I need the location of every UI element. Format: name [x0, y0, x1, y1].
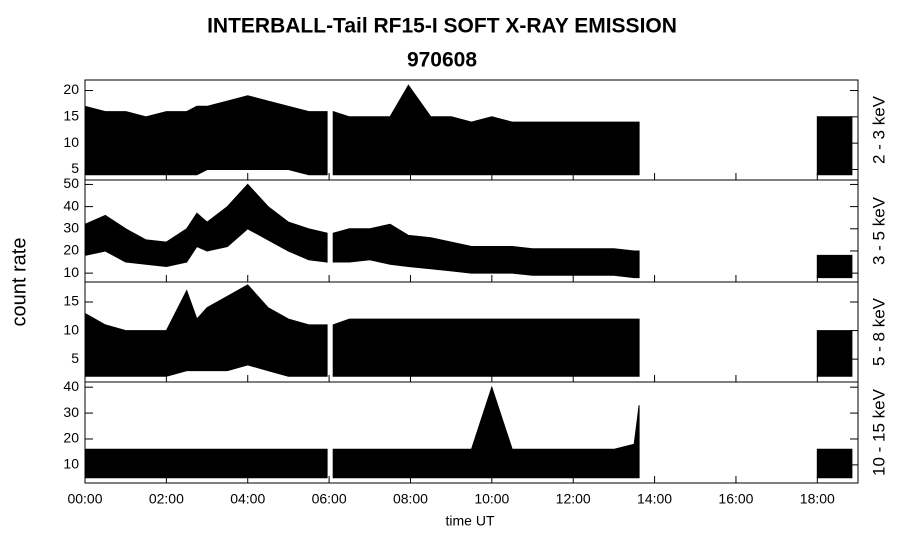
y-tick-label: 30 [63, 404, 79, 420]
x-tick-label: 18:00 [800, 491, 835, 507]
y-tick-label: 10 [63, 456, 79, 472]
y-tick-label: 5 [71, 350, 79, 366]
panel-frame [84, 381, 859, 484]
x-axis-label: time UT [446, 513, 495, 529]
y-tick-label: 5 [71, 160, 79, 176]
y-tick-label: 15 [63, 108, 79, 124]
x-tick-label: 02:00 [149, 491, 184, 507]
y-tick-label: 10 [63, 134, 79, 150]
x-tick-label: 12:00 [556, 491, 591, 507]
band-fill [84, 448, 328, 479]
y-tick-label: 20 [63, 81, 79, 97]
y-tick-label: 40 [63, 197, 79, 213]
x-tick-label: 14:00 [637, 491, 672, 507]
chart-subtitle: 970608 [407, 49, 477, 72]
y-tick-label: 20 [63, 242, 79, 258]
y-tick-label: 10 [63, 264, 79, 280]
y-tick-label: 10 [63, 321, 79, 337]
x-tick-label: 08:00 [393, 491, 428, 507]
y-tick-label: 15 [63, 293, 79, 309]
panel-label: 3 - 5 keV [869, 196, 888, 265]
panel-label: 5 - 8 keV [869, 297, 888, 366]
y-tick-label: 50 [63, 175, 79, 191]
x-tick-label: 16:00 [718, 491, 753, 507]
band-fill [84, 95, 328, 176]
chart-title: INTERBALL-Tail RF15-I SOFT X-RAY EMISSIO… [207, 15, 677, 38]
x-tick-label: 04:00 [230, 491, 265, 507]
x-tick-label: 10:00 [474, 491, 509, 507]
y-tick-label: 20 [63, 430, 79, 446]
band-fill [816, 254, 853, 279]
y-tick-label: 30 [63, 219, 79, 235]
y-axis-label: count rate [8, 238, 30, 327]
band-fill [332, 385, 640, 479]
band-fill [816, 330, 853, 377]
y-tick-label: 40 [63, 378, 79, 394]
band-fill [84, 284, 328, 377]
panel-label: 10 - 15 keV [869, 388, 888, 476]
band-fill [84, 183, 328, 268]
band-fill [332, 84, 640, 176]
band-fill [332, 318, 640, 377]
band-fill [332, 223, 640, 279]
x-tick-label: 00:00 [67, 491, 102, 507]
band-fill [816, 448, 853, 479]
panel-label: 2 - 3 keV [869, 95, 888, 164]
band-fill [816, 116, 853, 176]
x-tick-label: 06:00 [312, 491, 347, 507]
